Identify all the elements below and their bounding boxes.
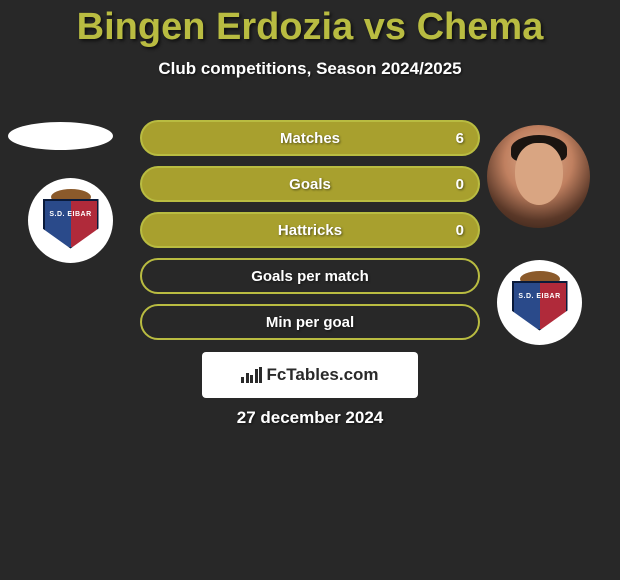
player-face xyxy=(515,143,563,205)
brand-text: FcTables.com xyxy=(266,365,378,385)
bar-chart-icon xyxy=(241,367,262,383)
player-photo-right xyxy=(487,125,590,228)
stat-label: Goals xyxy=(289,176,331,193)
stat-label: Min per goal xyxy=(266,314,354,331)
date-text: 27 december 2024 xyxy=(0,408,620,428)
stat-value-right: 0 xyxy=(456,176,464,193)
stat-row-hattricks: Hattricks 0 xyxy=(140,212,480,248)
stat-label: Matches xyxy=(280,130,340,147)
stat-row-matches: Matches 6 xyxy=(140,120,480,156)
page-subtitle: Club competitions, Season 2024/2025 xyxy=(0,59,620,79)
club-badge-right: S.D. EIBAR xyxy=(497,260,582,345)
stats-container: Matches 6 Goals 0 Hattricks 0 Goals per … xyxy=(140,120,480,350)
shield-text: S.D. EIBAR xyxy=(512,293,568,300)
shield-icon: S.D. EIBAR xyxy=(43,189,99,253)
brand-box: FcTables.com xyxy=(202,352,418,398)
shield-text: S.D. EIBAR xyxy=(43,211,99,218)
shield-icon: S.D. EIBAR xyxy=(512,271,568,335)
stat-label: Hattricks xyxy=(278,222,342,239)
stat-row-min-per-goal: Min per goal xyxy=(140,304,480,340)
page-title: Bingen Erdozia vs Chema xyxy=(0,0,620,49)
stat-value-right: 6 xyxy=(456,130,464,147)
stat-row-goals: Goals 0 xyxy=(140,166,480,202)
club-badge-left: S.D. EIBAR xyxy=(28,178,113,263)
stat-row-goals-per-match: Goals per match xyxy=(140,258,480,294)
stat-label: Goals per match xyxy=(251,268,369,285)
stat-value-right: 0 xyxy=(456,222,464,239)
player-photo-left xyxy=(8,122,113,150)
